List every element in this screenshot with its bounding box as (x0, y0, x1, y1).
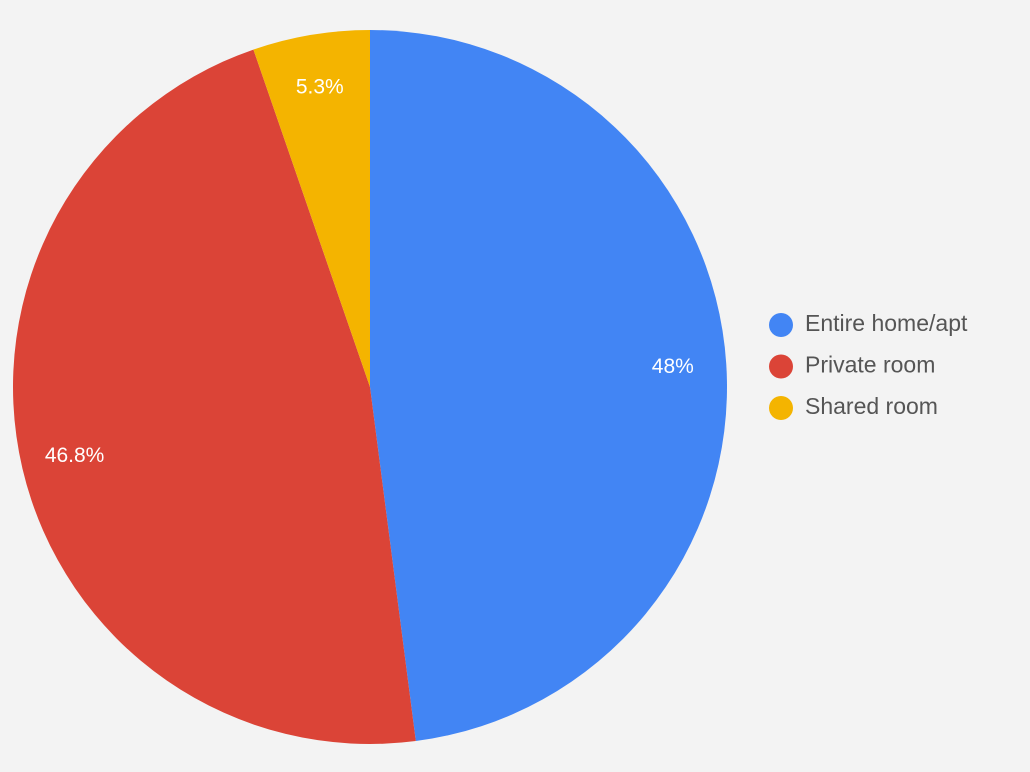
pie-slice (370, 30, 728, 742)
slice-label: 46.8% (45, 444, 105, 467)
pie-slice (253, 30, 370, 387)
legend-marker (769, 396, 793, 420)
legend-marker (769, 313, 793, 337)
legend-label: Private room (805, 352, 935, 378)
pie-slice (12, 49, 416, 745)
slice-label: 48% (652, 355, 694, 378)
legend-label: Shared room (805, 393, 938, 419)
legend-label: Entire home/apt (805, 310, 968, 336)
legend-marker (769, 354, 793, 379)
slice-label: 5.3% (296, 75, 344, 98)
